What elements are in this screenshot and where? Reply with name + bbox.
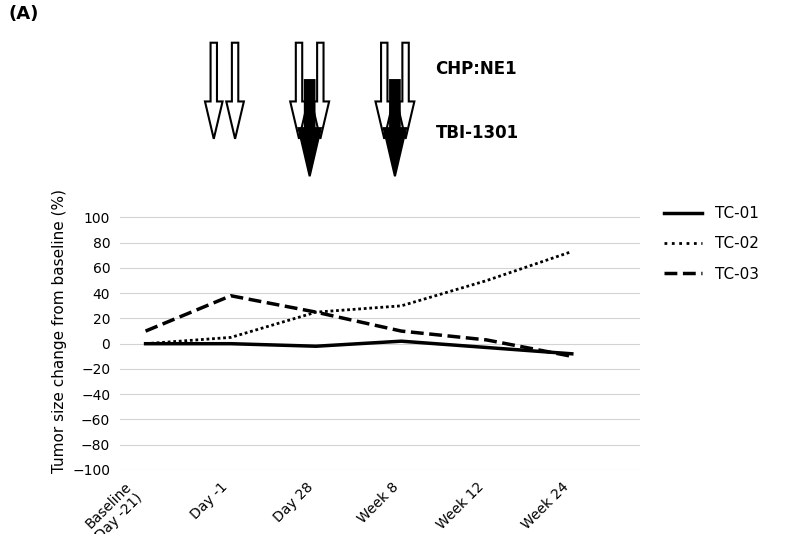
Line: TC-03: TC-03: [146, 296, 572, 356]
Legend: TC-01, TC-02, TC-03: TC-01, TC-02, TC-03: [658, 200, 765, 288]
TC-01: [226, 341, 236, 347]
TC-01: [141, 341, 150, 347]
TC-02: [311, 309, 321, 316]
TC-01: [482, 344, 491, 351]
TC-03: [141, 328, 150, 334]
TC-01: [311, 343, 321, 349]
TC-02: [141, 341, 150, 347]
TC-02: [482, 277, 491, 284]
Line: TC-02: TC-02: [146, 252, 572, 344]
TC-01: [397, 338, 406, 344]
Line: TC-01: TC-01: [146, 341, 572, 354]
TC-03: [311, 309, 321, 316]
TC-03: [567, 353, 577, 359]
Text: TBI-1301: TBI-1301: [435, 124, 518, 143]
Text: (A): (A): [8, 5, 38, 23]
TC-02: [397, 303, 406, 309]
TC-03: [226, 293, 236, 299]
Text: CHP:NE1: CHP:NE1: [435, 60, 517, 78]
Y-axis label: Tumor size change from baseline (%): Tumor size change from baseline (%): [52, 189, 66, 473]
TC-03: [482, 337, 491, 343]
TC-02: [567, 248, 577, 255]
TC-02: [226, 334, 236, 341]
TC-03: [397, 328, 406, 334]
TC-01: [567, 351, 577, 357]
